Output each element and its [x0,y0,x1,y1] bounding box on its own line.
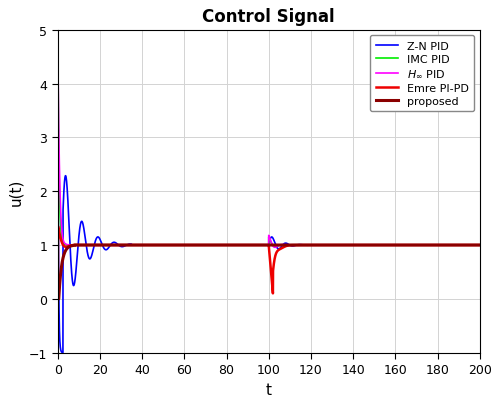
IMC PID [54,28,60,33]
proposed [357,243,363,248]
Emre PI-PD [450,243,456,248]
$H_\infty$ PID [310,243,316,248]
Emre PI-PD [310,243,316,248]
$H_\infty$ PID [272,245,278,250]
IMC PID [476,243,482,248]
Line: $H_\infty$ PID: $H_\infty$ PID [58,31,480,248]
Emre PI-PD [160,243,166,248]
$H_\infty$ PID [450,243,456,248]
Line: Z-N PID: Z-N PID [58,31,480,353]
Z-N PID [326,243,332,248]
proposed [72,243,78,248]
X-axis label: t: t [266,382,272,396]
Emre PI-PD [326,243,332,248]
$H_\infty$ PID [54,28,60,33]
Z-N PID [60,350,66,355]
proposed [54,297,60,302]
Emre PI-PD [254,243,260,248]
$H_\infty$ PID [326,243,332,248]
proposed [450,243,456,248]
IMC PID [254,243,260,248]
Title: Control Signal: Control Signal [202,9,335,26]
Z-N PID [310,243,316,248]
IMC PID [272,245,278,249]
Line: proposed: proposed [58,245,480,299]
$H_\infty$ PID [357,243,363,248]
Legend: Z-N PID, IMC PID, $H_\infty$ PID, Emre PI-PD, proposed: Z-N PID, IMC PID, $H_\infty$ PID, Emre P… [370,36,474,112]
Z-N PID [54,28,60,33]
proposed [160,243,166,248]
IMC PID [160,243,166,248]
proposed [326,243,332,248]
IMC PID [310,243,316,248]
$H_\infty$ PID [160,243,166,248]
Line: IMC PID: IMC PID [58,31,480,247]
Emre PI-PD [54,297,60,302]
proposed [310,243,316,248]
Z-N PID [160,243,166,248]
proposed [476,243,482,248]
$H_\infty$ PID [254,243,260,248]
IMC PID [326,243,332,248]
Emre PI-PD [357,243,363,248]
$H_\infty$ PID [476,243,482,248]
Z-N PID [476,243,482,248]
IMC PID [357,243,363,248]
Z-N PID [357,243,363,248]
Emre PI-PD [55,224,61,229]
Line: Emre PI-PD: Emre PI-PD [58,227,480,299]
proposed [254,243,260,248]
Z-N PID [254,243,260,248]
Z-N PID [450,243,456,248]
IMC PID [450,243,456,248]
Emre PI-PD [476,243,482,248]
Y-axis label: u(t): u(t) [8,178,24,205]
